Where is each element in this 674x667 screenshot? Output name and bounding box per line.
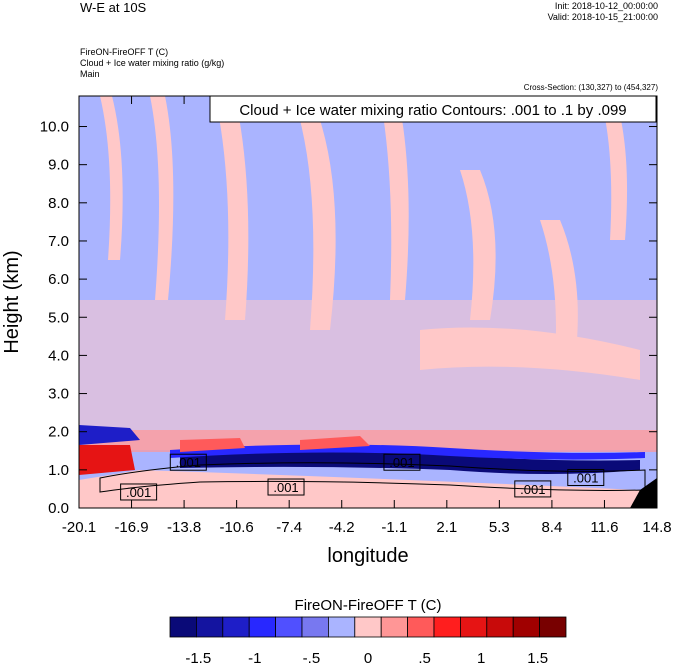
contour-label-box <box>567 468 605 486</box>
colorbar-title: FireON-FireOFF T (C) <box>295 597 442 614</box>
x-axis: -20.1 -16.9 -13.8 -10.6 -7.4 -4.2 -1.1 2.1 5.3 8.… <box>62 96 672 536</box>
colorbar-swatch <box>512 616 541 638</box>
colorbar-swatch <box>301 616 329 638</box>
contour-label-box <box>267 478 305 496</box>
cross-section-label: Cross-Section: (130,327) to (454,327) <box>523 83 658 92</box>
contour-info-box <box>209 95 657 123</box>
colorbar: -1.5 -1 -.5 0 .5 1 1.5 <box>169 616 567 667</box>
x-axis-label: longitude <box>327 545 408 567</box>
colorbar-tick-label: -1.5 <box>185 650 211 667</box>
colorbar-tick-label: -.5 <box>303 650 321 667</box>
cold-anomaly-core <box>180 451 640 474</box>
colorbar-swatch <box>354 616 382 638</box>
colorbar-swatch <box>380 616 409 638</box>
colorbar-swatch <box>222 616 250 638</box>
x-tick-label: -20.1 <box>62 519 96 536</box>
warm-streak <box>215 96 249 320</box>
warm-anomaly-patch <box>300 436 370 450</box>
x-tick-label: -1.1 <box>381 519 407 536</box>
y-tick-label: 4.0 <box>48 347 69 364</box>
colorbar-swatch <box>539 616 567 638</box>
cloud-contour <box>99 462 646 493</box>
x-tick-label: 11.6 <box>590 519 618 536</box>
bl-warm-patch <box>79 445 135 475</box>
contour-label: .001 <box>573 470 598 485</box>
y-tick-label: 5.0 <box>48 309 69 326</box>
contour-label-box <box>169 453 207 471</box>
colorbar-tick-label: .5 <box>418 650 431 667</box>
warm-streak <box>300 120 336 330</box>
y-tick-label: 0.0 <box>48 500 69 517</box>
contour-label: .001 <box>273 480 298 495</box>
contour-info-text: Cloud + Ice water mixing ratio Contours:… <box>239 102 626 119</box>
y-axis: 0.0 1.0 2.0 3.0 4.0 5.0 6.0 7.0 8.0 9.0 10.0 <box>40 119 657 517</box>
warm-streak <box>420 327 640 380</box>
init-valid-times: Init: 2018-10-12_00:00:00 Valid: 2018-10… <box>548 1 658 23</box>
colorbar-tick-label: 0 <box>364 650 372 667</box>
x-tick-label: 14.8 <box>642 519 671 536</box>
terrain <box>630 478 657 508</box>
contour-labels: .001 .001 .001 .001 .001 .001 <box>120 453 605 501</box>
warm-streak <box>540 220 578 360</box>
colorbar-tick-label: 1.5 <box>527 650 548 667</box>
colorbar-swatch <box>433 616 461 638</box>
field-line-3: Main <box>80 69 100 79</box>
contour-label: .001 <box>389 455 414 470</box>
bl-cold-patch <box>79 425 140 445</box>
warm-streak <box>460 170 496 320</box>
surface-band <box>79 470 657 508</box>
field-descriptions: FireON-FireOFF T (C) Cloud + Ice water m… <box>80 47 224 80</box>
warm-streak <box>100 96 123 260</box>
warm-anomaly-patch <box>180 438 245 452</box>
colorbar-tick-label: 1 <box>477 650 485 667</box>
y-tick-label: 10.0 <box>40 119 69 136</box>
x-tick-label: -16.9 <box>114 519 148 536</box>
x-tick-label: 8.4 <box>541 519 562 536</box>
y-tick-label: 1.0 <box>48 462 69 479</box>
y-tick-label: 2.0 <box>48 424 69 441</box>
contour-label-box <box>120 483 158 501</box>
contour-label: .001 <box>126 485 151 500</box>
y-tick-label: 9.0 <box>48 157 69 174</box>
init-time: Init: 2018-10-12_00:00:00 <box>554 1 658 11</box>
contour-label: .001 <box>176 455 201 470</box>
colorbar-swatch <box>407 616 435 638</box>
x-tick-label: -7.4 <box>276 519 302 536</box>
valid-time: Valid: 2018-10-15_21:00:00 <box>547 12 658 22</box>
y-tick-label: 8.0 <box>48 195 69 212</box>
warm-streak <box>150 96 174 300</box>
colorbar-swatch <box>248 616 276 638</box>
x-tick-label: -13.8 <box>167 519 201 536</box>
colorbar-swatch <box>327 616 356 638</box>
contour-label-box <box>514 480 552 498</box>
colorbar-swatch <box>275 616 303 638</box>
y-tick-label: 6.0 <box>48 271 69 288</box>
x-tick-label: -10.6 <box>220 519 254 536</box>
x-tick-label: 2.1 <box>436 519 457 536</box>
warm-streak <box>380 96 409 300</box>
contour-label-box <box>383 453 421 471</box>
contour-label: .001 <box>520 482 545 497</box>
colorbar-swatch <box>486 616 514 638</box>
y-axis-label: Height (km) <box>1 250 23 353</box>
warm-streak <box>600 96 628 240</box>
colorbar-tick-label: -1 <box>248 650 261 667</box>
main-title: W-E at 10S <box>80 0 147 15</box>
field-line-2: Cloud + Ice water mixing ratio (g/kg) <box>80 58 225 68</box>
plot-field <box>79 96 657 508</box>
colorbar-swatch <box>169 616 197 638</box>
field-line-1: FireON-FireOFF T (C) <box>80 47 169 57</box>
colorbar-swatch <box>459 616 488 638</box>
cold-anomaly-edge <box>170 444 645 460</box>
y-tick-label: 3.0 <box>48 386 69 403</box>
colorbar-swatch <box>195 616 224 638</box>
x-tick-label: 5.3 <box>489 519 510 536</box>
x-tick-label: -4.2 <box>329 519 355 536</box>
y-tick-label: 7.0 <box>48 233 69 250</box>
